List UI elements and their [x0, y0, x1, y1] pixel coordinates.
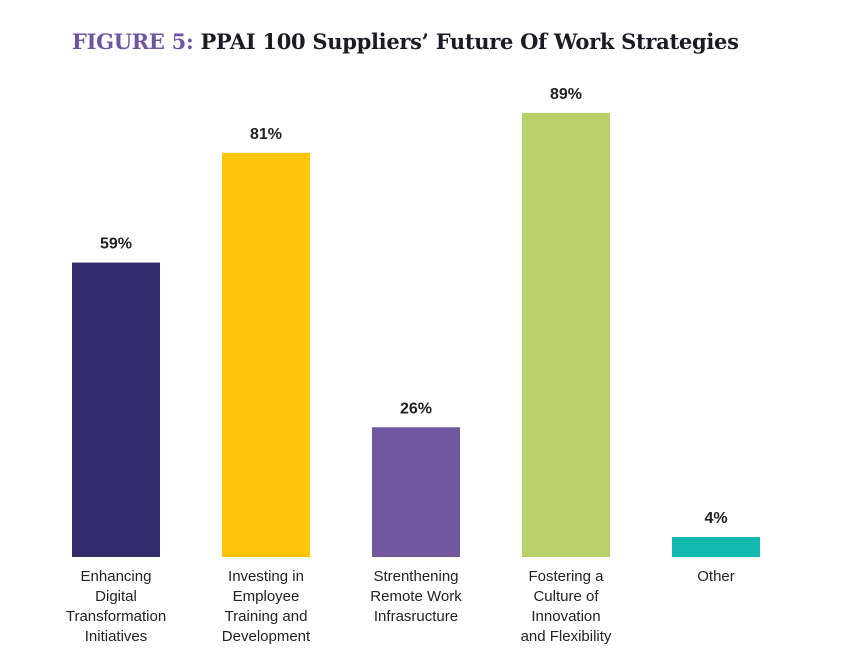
x-tick-label-2-0: Strenthening: [373, 568, 458, 585]
data-label-4: 4%: [704, 510, 727, 527]
data-label-0: 59%: [100, 236, 132, 253]
x-tick-label-1-2: Training and: [225, 608, 308, 625]
x-tick-label-3-1: Culture of: [533, 588, 599, 605]
x-tick-label-1-1: Employee: [233, 588, 300, 605]
x-tick-label-2-1: Remote Work: [370, 588, 462, 605]
x-tick-label-0-2: Transformation: [66, 608, 166, 625]
data-label-2: 26%: [400, 400, 432, 417]
x-tick-label-0-1: Digital: [95, 588, 137, 605]
bar-0: [72, 262, 160, 557]
x-tick-label-3-3: and Flexibility: [521, 628, 612, 645]
x-tick-label-2-2: Infrasructure: [374, 608, 458, 625]
bar-2: [372, 427, 460, 557]
x-tick-label-1-3: Development: [222, 628, 311, 645]
x-tick-label-3-0: Fostering a: [528, 568, 604, 585]
bar-4: [672, 537, 760, 557]
bar-1: [222, 152, 310, 557]
x-tick-label-1-0: Investing in: [228, 568, 304, 585]
x-tick-label-0-3: Initiatives: [85, 628, 148, 645]
x-tick-label-4-0: Other: [697, 568, 735, 585]
figure-number: FIGURE 5:: [72, 29, 194, 54]
chart-title-text: PPAI 100 Suppliers’ Future Of Work Strat…: [200, 29, 739, 54]
x-tick-label-0-0: Enhancing: [81, 568, 152, 585]
chart-title: FIGURE 5: PPAI 100 Suppliers’ Future Of …: [72, 29, 739, 54]
x-tick-label-3-2: Innovation: [531, 608, 600, 625]
data-label-3: 89%: [550, 86, 582, 103]
data-label-1: 81%: [250, 126, 282, 143]
bar-3: [522, 112, 610, 557]
